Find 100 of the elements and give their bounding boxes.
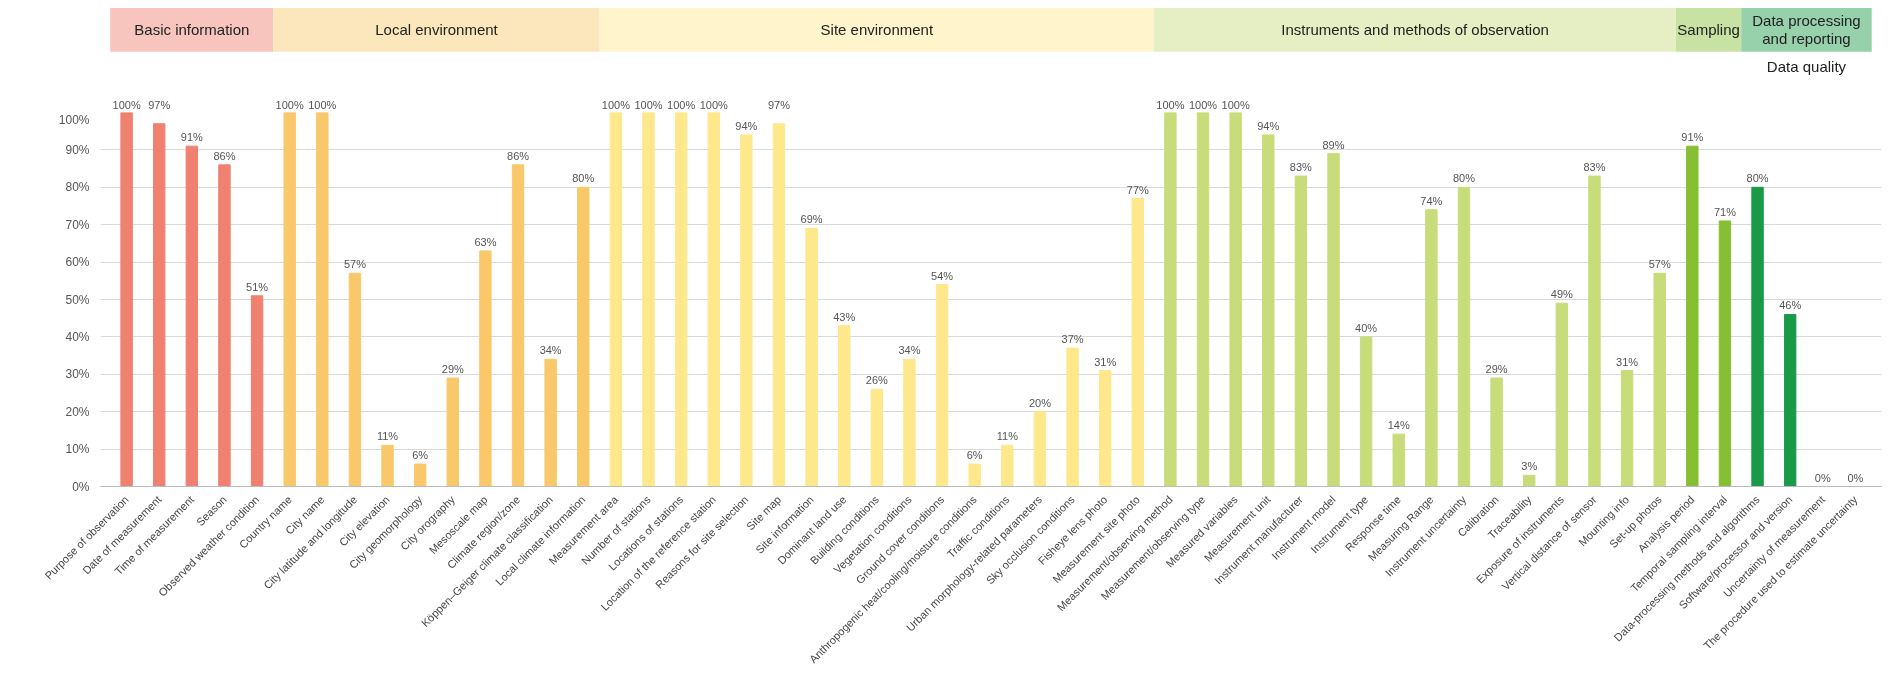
- bar: [1262, 134, 1275, 487]
- data-label: 100%: [601, 98, 631, 111]
- bar: [1164, 112, 1177, 487]
- data-label: 100%: [275, 98, 304, 111]
- data-label: 100%: [699, 98, 729, 111]
- data-label: 31%: [1094, 355, 1117, 368]
- bar: [805, 227, 818, 487]
- data-label: 43%: [833, 310, 856, 323]
- data-label: 31%: [1616, 355, 1639, 368]
- y-tick-label: 10%: [65, 442, 90, 457]
- data-label: 3%: [1521, 460, 1538, 473]
- data-label: 71%: [1713, 205, 1737, 218]
- data-label: 34%: [898, 344, 921, 357]
- y-tick-label: 30%: [65, 367, 90, 382]
- bar: [1033, 411, 1047, 487]
- y-tick-label: 80%: [65, 180, 90, 195]
- data-label: 100%: [308, 98, 337, 111]
- data-label: 29%: [441, 363, 465, 376]
- data-label: 74%: [1420, 194, 1443, 207]
- bar: [1783, 313, 1797, 487]
- bar: [218, 164, 231, 487]
- bar: [185, 145, 199, 487]
- data-label: 63%: [474, 235, 497, 248]
- bar: [316, 112, 329, 487]
- data-label: 80%: [1746, 172, 1769, 185]
- bar: [1359, 336, 1373, 487]
- bar: [1229, 112, 1242, 487]
- y-tick-label: 90%: [65, 142, 90, 157]
- bar: [1555, 302, 1569, 487]
- data-label: 86%: [213, 149, 236, 162]
- bar: [283, 112, 296, 487]
- data-label: 100%: [1188, 98, 1218, 111]
- bar: [1392, 433, 1405, 487]
- bar: [1457, 186, 1471, 487]
- bar: [1098, 370, 1112, 487]
- bar: [609, 112, 623, 487]
- data-label: 54%: [931, 269, 954, 282]
- data-label: 11%: [376, 430, 399, 443]
- bar: [544, 358, 557, 487]
- data-label: 37%: [1061, 333, 1084, 346]
- y-tick-label: 100%: [58, 112, 90, 127]
- y-tick-label: 0%: [72, 479, 90, 494]
- text: Data quality: [1766, 57, 1847, 75]
- bar: [120, 112, 133, 487]
- data-label: 94%: [1257, 119, 1280, 132]
- bar: [348, 272, 362, 487]
- bar: [413, 463, 427, 487]
- data-label: 77%: [1126, 183, 1150, 196]
- bar: [1425, 209, 1438, 487]
- data-label: 26%: [865, 374, 889, 387]
- bar: [1196, 112, 1210, 487]
- data-label: 100%: [634, 98, 663, 111]
- data-label: 11%: [996, 430, 1019, 443]
- bar: [1718, 220, 1732, 487]
- bar: [772, 123, 786, 487]
- data-label: 6%: [966, 449, 983, 462]
- data-label: 83%: [1289, 161, 1313, 174]
- data-label: 40%: [1355, 321, 1378, 334]
- text: Basic information: [134, 21, 250, 39]
- bar: [903, 358, 916, 487]
- data-label: 94%: [735, 119, 758, 132]
- bar: [1653, 272, 1666, 487]
- bar: [479, 250, 492, 487]
- data-label: 29%: [1485, 363, 1508, 376]
- bar: [1066, 347, 1079, 487]
- bar: [707, 112, 720, 487]
- data-label: 100%: [667, 98, 696, 111]
- data-label: 80%: [1452, 172, 1476, 185]
- data-label: 49%: [1550, 288, 1574, 301]
- bar: [1001, 444, 1014, 487]
- bar: [870, 388, 884, 487]
- bar: [1131, 198, 1144, 487]
- bar: [1686, 145, 1699, 487]
- bar: [838, 325, 851, 487]
- data-label: 46%: [1779, 299, 1802, 312]
- bar: [1620, 370, 1634, 487]
- data-label: 91%: [180, 131, 204, 144]
- data-label: 100%: [112, 98, 141, 111]
- y-tick-label: 20%: [65, 404, 90, 419]
- data-label: 91%: [1681, 131, 1704, 144]
- data-label: 97%: [767, 98, 791, 111]
- data-label: 80%: [572, 172, 595, 185]
- data-label: 51%: [246, 280, 269, 293]
- data-label: 34%: [539, 344, 562, 357]
- y-tick-label: 60%: [65, 255, 90, 270]
- y-tick-label: 70%: [65, 217, 90, 232]
- data-label: 83%: [1583, 161, 1606, 174]
- bar: [1327, 153, 1340, 487]
- data-label: 57%: [1648, 258, 1671, 271]
- data-label: 97%: [148, 98, 171, 111]
- text: Sampling: [1677, 21, 1740, 39]
- data-label: 86%: [507, 149, 530, 162]
- data-label: 14%: [1387, 419, 1410, 432]
- text: Site environment: [820, 21, 934, 39]
- text: Instruments and methods of observation: [1281, 21, 1549, 39]
- data-label: 100%: [1156, 98, 1185, 111]
- data-label: 69%: [800, 213, 823, 226]
- data-label: 0%: [1814, 471, 1831, 484]
- y-tick-label: 40%: [65, 329, 90, 344]
- bar: [1588, 175, 1601, 487]
